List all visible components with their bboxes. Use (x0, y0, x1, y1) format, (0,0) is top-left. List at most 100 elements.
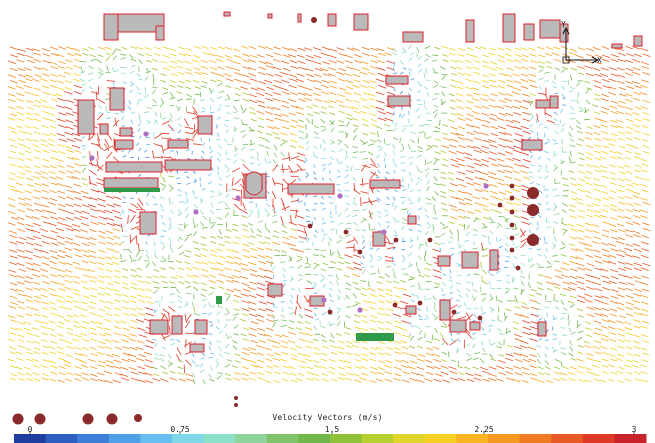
velocity-vector (9, 46, 18, 50)
velocity-vector (154, 300, 160, 303)
velocity-vector (553, 58, 562, 62)
velocity-vector (512, 327, 520, 331)
velocity-vector (184, 201, 189, 204)
velocity-vector (9, 234, 18, 238)
velocity-vector (42, 117, 49, 121)
velocity-vector (210, 79, 217, 83)
velocity-vector (73, 190, 82, 195)
velocity-vector (344, 143, 349, 149)
velocity-vector (40, 67, 49, 71)
velocity-vector (64, 364, 72, 368)
velocity-vector (320, 274, 326, 279)
colorbar-segment (14, 434, 47, 443)
velocity-vector (105, 56, 110, 62)
velocity-vector (466, 378, 475, 383)
velocity-vector (176, 116, 182, 121)
velocity-vector (608, 254, 617, 258)
velocity-vector (256, 54, 265, 58)
velocity-vector (218, 176, 223, 181)
velocity-vector (432, 366, 441, 370)
velocity-vector (337, 346, 345, 350)
velocity-vector (16, 98, 25, 102)
velocity-vector (360, 262, 365, 265)
velocity-vector (471, 111, 480, 115)
velocity-vector (351, 344, 359, 348)
velocity-vector (240, 104, 244, 111)
velocity-vector (176, 65, 184, 69)
colorbar-tick-4: 3 (631, 425, 637, 434)
velocity-vector (194, 178, 197, 183)
velocity-vector (560, 267, 569, 271)
velocity-vector (288, 74, 298, 78)
building (327, 13, 337, 27)
velocity-vector (328, 366, 336, 370)
velocity-vector (136, 209, 146, 211)
velocity-vector (522, 331, 531, 336)
velocity-vector (505, 287, 511, 290)
velocity-vector (24, 91, 32, 95)
velocity-vector (481, 275, 483, 282)
velocity-vector (610, 208, 618, 212)
velocity-vector (488, 171, 497, 175)
velocity-vector (200, 253, 207, 257)
velocity-vector (17, 197, 26, 201)
velocity-vector (71, 176, 80, 180)
velocity-vector (369, 228, 376, 231)
velocity-vector (41, 345, 49, 349)
velocity-vector (633, 262, 642, 267)
velocity-vector (185, 292, 192, 295)
velocity-vector (290, 228, 297, 232)
velocity-vector (354, 301, 361, 305)
velocity-vector (63, 319, 71, 323)
velocity-vector (297, 264, 303, 269)
velocity-vector (258, 308, 267, 312)
velocity-vector (633, 91, 641, 96)
colorbar-segment (45, 434, 78, 443)
velocity-vector (338, 52, 347, 57)
velocity-vector (640, 313, 648, 317)
velocity-vector (17, 339, 25, 343)
velocity-vector (32, 281, 40, 285)
velocity-vector (208, 357, 213, 359)
velocity-vector (417, 337, 423, 341)
velocity-vector (538, 85, 542, 90)
velocity-vector (240, 262, 248, 267)
velocity-vector (593, 150, 601, 154)
velocity-vector (223, 138, 229, 143)
velocity-vector (120, 66, 126, 69)
velocity-vector (514, 133, 524, 137)
velocity-vector (185, 138, 195, 142)
velocity-vector (368, 71, 376, 76)
velocity-vector (250, 255, 258, 259)
velocity-vector (592, 281, 602, 286)
velocity-vector (161, 117, 167, 120)
velocity-vector (600, 325, 609, 329)
velocity-vector (193, 179, 197, 184)
velocity-vector (529, 93, 537, 96)
velocity-vector (328, 371, 336, 375)
velocity-vector (89, 255, 97, 259)
velocity-vector (481, 370, 491, 375)
velocity-vector (170, 276, 178, 279)
velocity-vector (441, 208, 448, 211)
velocity-vector (641, 125, 649, 129)
velocity-vector (178, 46, 186, 50)
velocity-vector (376, 67, 386, 71)
velocity-vector (289, 372, 297, 376)
velocity-vector (282, 371, 290, 375)
velocity-vector (569, 260, 577, 264)
velocity-vector (482, 333, 487, 336)
building (611, 43, 623, 49)
velocity-vector (152, 86, 158, 89)
velocity-vector (528, 66, 537, 70)
velocity-vector (58, 46, 67, 50)
velocity-vector (135, 251, 140, 257)
velocity-vector (121, 282, 129, 286)
velocity-vector (297, 92, 306, 96)
velocity-vector (601, 319, 610, 323)
velocity-vector (338, 67, 347, 72)
velocity-vector (74, 254, 83, 258)
velocity-vector (201, 81, 208, 84)
velocity-vector (401, 51, 407, 54)
velocity-vector (577, 201, 584, 205)
